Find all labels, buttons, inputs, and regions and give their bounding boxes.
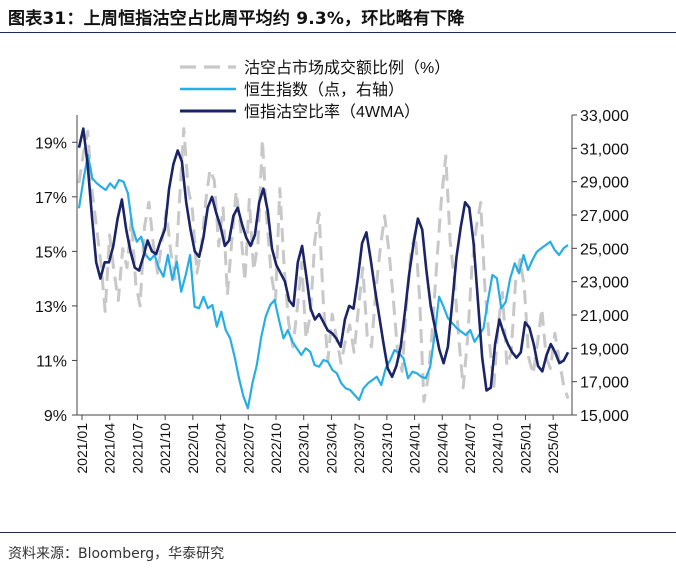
chart-title-text: 上周恒指沽空占比周平均约 9.3%，环比略有下降 <box>83 9 465 29</box>
x-tick-label: 2023/07 <box>351 423 367 474</box>
x-tick-label: 2023/10 <box>379 423 395 474</box>
legend-label: 沽空占市场成交额比例（%） <box>244 59 450 77</box>
plot-frame <box>76 115 573 416</box>
right-tick-label: 15,000 <box>580 408 629 425</box>
right-tick-label: 23,000 <box>580 275 629 292</box>
left-tick-label: 19% <box>35 135 67 152</box>
right-tick-label: 27,000 <box>580 208 629 225</box>
x-tick-label: 2024/04 <box>434 423 450 474</box>
title-rule <box>0 32 676 33</box>
left-tick-label: 15% <box>35 244 67 261</box>
x-tick-label: 2023/04 <box>323 423 339 474</box>
x-tick-label: 2022/10 <box>268 423 284 474</box>
x-tick-label: 2022/07 <box>240 423 256 474</box>
x-tick-label: 2024/01 <box>407 423 423 474</box>
x-tick-label: 2022/04 <box>213 423 229 474</box>
series-short-4wma-line <box>77 127 570 392</box>
right-tick-label: 19,000 <box>580 341 629 358</box>
series-layer <box>77 127 570 410</box>
x-tick-label: 2025/01 <box>517 423 533 474</box>
chart-title: 图表31：上周恒指沽空占比周平均约 9.3%，环比略有下降 <box>8 4 465 29</box>
source-note: 资料来源：Bloomberg，华泰研究 <box>8 546 225 562</box>
line-chart: 9% 11% 13% 15% 17% 19% 15,000 17,000 19,000 21,0… <box>35 59 629 474</box>
right-axis-ticks: 15,000 17,000 19,000 21,000 23,000 25,000 27,0… <box>572 108 629 425</box>
x-tick-label: 2021/07 <box>129 423 145 474</box>
footer-rule <box>0 532 676 533</box>
right-tick-label: 33,000 <box>580 108 629 125</box>
x-tick-label: 2022/01 <box>185 423 201 474</box>
left-tick-label: 13% <box>35 299 67 316</box>
x-tick-label: 2023/01 <box>296 423 312 474</box>
left-tick-label: 17% <box>35 190 67 207</box>
x-tick-label: 2025/04 <box>545 423 561 474</box>
x-axis-ticks: 2021/01 2021/04 2021/07 2021/10 2022/01 2022/… <box>74 415 561 474</box>
legend-label: 恒指沽空比率（4WMA） <box>244 103 420 121</box>
x-tick-label: 2024/10 <box>490 423 506 474</box>
right-tick-label: 29,000 <box>580 175 629 192</box>
x-tick-label: 2021/04 <box>102 423 118 474</box>
right-tick-label: 25,000 <box>580 241 629 258</box>
x-tick-label: 2021/10 <box>157 423 173 474</box>
x-tick-label: 2024/07 <box>462 423 478 474</box>
legend: 沽空占市场成交额比例（%） 恒生指数（点，右轴） 恒指沽空比率（4WMA） <box>180 59 450 121</box>
left-tick-label: 11% <box>36 353 67 370</box>
left-tick-label: 9% <box>44 408 67 425</box>
left-axis-ticks: 9% 11% 13% 15% 17% 19% <box>35 135 77 425</box>
right-tick-label: 21,000 <box>580 308 629 325</box>
right-tick-label: 17,000 <box>580 375 629 392</box>
x-tick-label: 2021/01 <box>74 423 90 474</box>
series-hsi-line <box>77 153 569 410</box>
legend-label: 恒生指数（点，右轴） <box>244 81 404 99</box>
chart-title-prefix: 图表31： <box>8 9 84 29</box>
right-tick-label: 31,000 <box>580 141 629 158</box>
